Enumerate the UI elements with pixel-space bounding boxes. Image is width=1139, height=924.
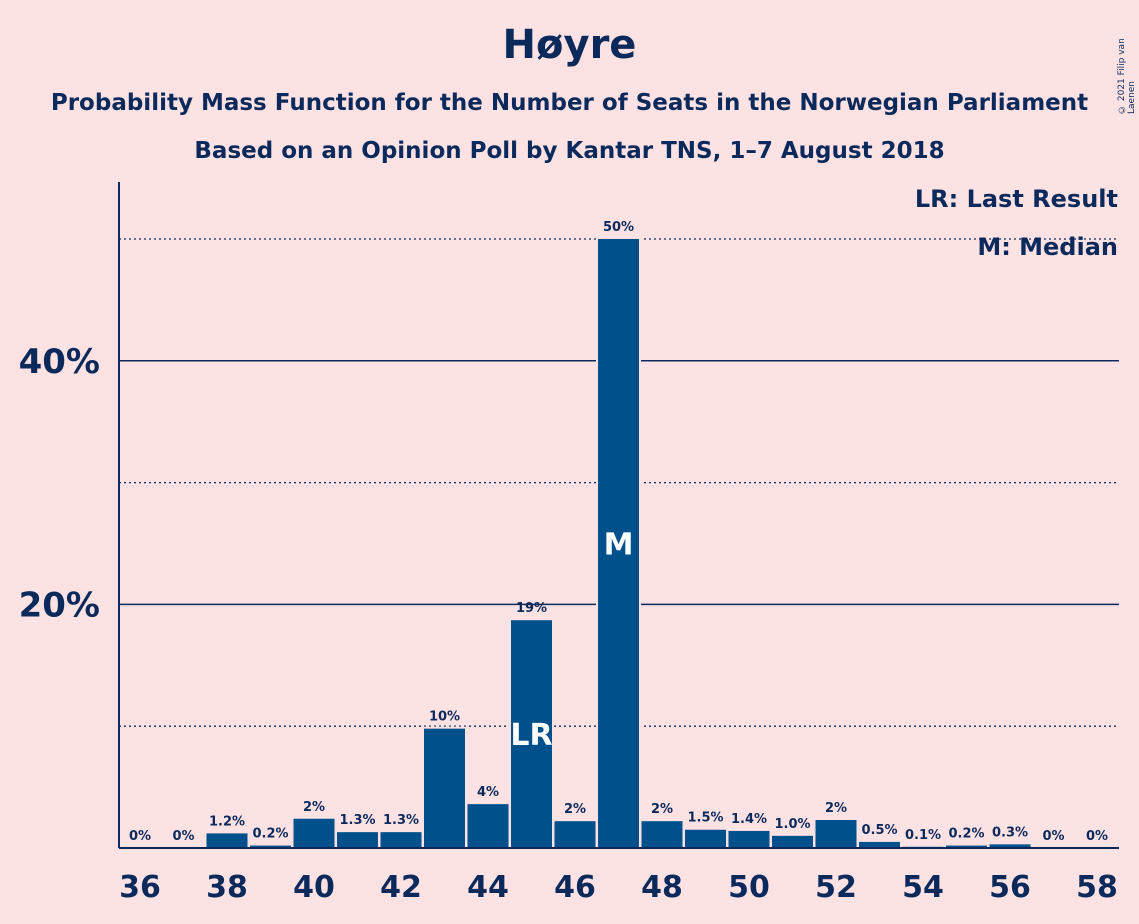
bar-label-seat-47: 50% (603, 220, 634, 235)
bars (204, 237, 1033, 848)
bar-seat-51 (772, 835, 813, 848)
legend-median: M: Median (977, 233, 1118, 261)
x-tick-38: 38 (206, 870, 248, 905)
x-tick-44: 44 (467, 870, 509, 905)
bar-label-seat-50: 1.4% (731, 812, 767, 827)
x-axis-tick-labels: 36 38 40 42 44 46 48 50 52 54 56 58 (119, 870, 1118, 905)
bar-gap-54 (900, 844, 946, 848)
bar-value-labels: 0% 0% 1.2% 0.2% 2% 1.3% 1.3% 10% 4% 19% 2% 50% 2% 1.5… (129, 220, 1108, 844)
bar-label-seat-56: 0.3% (992, 825, 1028, 840)
x-tick-40: 40 (293, 870, 335, 905)
bar-label-seat-51: 1.0% (774, 817, 810, 832)
bar-seat-47 (598, 239, 639, 848)
chart-subtitle-poll-type: Probability Mass Function for the Number… (50, 90, 1089, 116)
bar-label-seat-41: 1.3% (339, 813, 375, 828)
bar-label-seat-39: 0.2% (252, 827, 288, 842)
bar-seat-56 (989, 844, 1031, 848)
legend-last-result: LR: Last Result (914, 185, 1118, 213)
bar-label-seat-49: 1.5% (687, 811, 723, 826)
bar-seat-44 (467, 804, 509, 848)
x-tick-42: 42 (380, 870, 422, 905)
bar-label-seat-48: 2% (651, 802, 673, 817)
bar-label-seat-57: 0% (1042, 829, 1064, 844)
bar-seat-53 (859, 841, 900, 848)
annotation-m: M (604, 528, 634, 563)
x-tick-48: 48 (641, 870, 683, 905)
bar-seat-46 (554, 821, 596, 848)
chart-subtitle-poll-source: Based on an Opinion Poll by Kantar TNS, … (194, 138, 945, 164)
bar-seat-45 (511, 620, 552, 848)
y-axis-tick-labels: 20% 40% (19, 342, 100, 626)
x-tick-56: 56 (989, 870, 1031, 905)
bar-seat-50 (728, 830, 770, 848)
bar-label-seat-58: 0% (1086, 829, 1108, 844)
x-tick-36: 36 (119, 870, 161, 905)
bar-seat-55 (946, 845, 987, 848)
bar-label-seat-45: 19% (516, 601, 547, 616)
bar-label-seat-53: 0.5% (861, 823, 897, 838)
bar-label-seat-43: 10% (429, 710, 460, 725)
y-tick-20: 20% (19, 585, 100, 625)
x-tick-50: 50 (728, 870, 770, 905)
x-tick-54: 54 (902, 870, 944, 905)
bar-seat-41 (337, 832, 378, 848)
bar-seat-38 (206, 833, 248, 848)
bar-seat-49 (685, 829, 726, 848)
bar-seat-39 (250, 845, 291, 848)
bar-label-seat-42: 1.3% (383, 813, 419, 828)
bar-label-seat-38: 1.2% (209, 814, 245, 829)
annotation-lr: LR (510, 718, 552, 753)
x-tick-58: 58 (1076, 870, 1118, 905)
axes (118, 182, 1119, 849)
bar-label-seat-55: 0.2% (948, 827, 984, 842)
bar-label-seat-46: 2% (564, 802, 586, 817)
bar-seat-40 (293, 818, 335, 848)
bar-seat-43 (424, 728, 465, 848)
x-tick-52: 52 (815, 870, 857, 905)
y-tick-40: 40% (19, 342, 100, 382)
bar-seat-48 (641, 821, 683, 848)
bar-label-seat-37: 0% (172, 829, 194, 844)
bar-label-seat-52: 2% (825, 801, 847, 816)
bar-seat-42 (380, 832, 422, 848)
bar-annotations: LR M (510, 528, 633, 754)
bar-label-seat-40: 2% (303, 800, 325, 815)
bar-label-seat-44: 4% (477, 785, 499, 800)
bar-label-seat-36: 0% (129, 829, 151, 844)
x-tick-46: 46 (554, 870, 596, 905)
bar-seat-52 (815, 819, 857, 848)
chart-title: Høyre (502, 22, 637, 68)
bar-label-seat-54: 0.1% (905, 828, 941, 843)
